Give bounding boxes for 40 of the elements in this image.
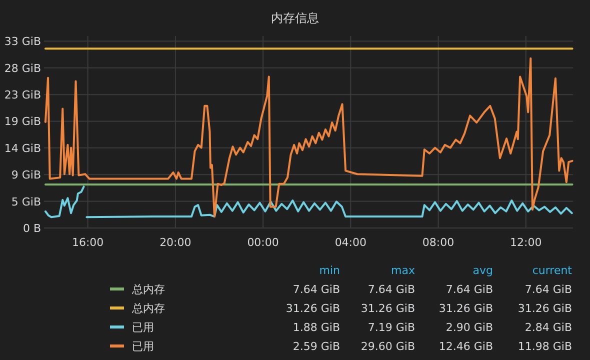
y-tick-label: 9 GiB — [11, 168, 41, 182]
text: 1.88 GiB — [292, 321, 340, 334]
y-tick-label: 14 GiB — [4, 142, 41, 155]
y-tick-label: 33 GiB — [4, 35, 41, 48]
legend-label: 总内存 — [131, 283, 165, 296]
text: 31.26 GiB — [286, 302, 340, 315]
legend-label: 已用 — [132, 321, 154, 334]
text: 31.26 GiB — [518, 302, 572, 315]
text: 7.19 GiB — [368, 321, 415, 334]
line-series — [44, 57, 574, 218]
text: 2.84 GiB — [524, 321, 572, 334]
y-tick-label: 23 GiB — [4, 88, 41, 102]
x-tick-label: 20:00 — [160, 236, 192, 249]
text: 31.26 GiB — [360, 302, 415, 315]
text: 11.98 GiB — [518, 340, 572, 353]
chart-title: 内存信息 — [271, 11, 319, 25]
text: 2.59 GiB — [292, 340, 340, 353]
text: 2.90 GiB — [446, 321, 493, 334]
text: 29.60 GiB — [360, 340, 415, 353]
text: 7.64 GiB — [292, 283, 340, 296]
x-tick-label: 16:00 — [72, 236, 104, 249]
text: 12.46 GiB — [438, 340, 493, 353]
x-tick-label: 08:00 — [422, 236, 454, 249]
text: min — [319, 264, 340, 277]
text: 7.64 GiB — [446, 283, 493, 296]
x-tick-label: 00:00 — [247, 236, 279, 249]
text: 31.26 GiB — [438, 302, 493, 315]
y-tick-label: 19 GiB — [4, 115, 41, 128]
text: max — [391, 264, 416, 277]
legend-label: 总内存 — [131, 302, 165, 315]
x-tick-label: 12:00 — [510, 236, 542, 249]
text: avg — [472, 264, 493, 277]
x-tick-label: 04:00 — [334, 236, 367, 249]
text: 7.64 GiB — [368, 283, 415, 296]
y-tick-label: 28 GiB — [4, 62, 41, 75]
y-tick-label: 0 B — [22, 222, 41, 235]
text: current — [532, 264, 573, 277]
text: 7.64 GiB — [524, 283, 572, 296]
legend-label: 已用 — [132, 340, 154, 353]
y-tick-label: 5 GiB — [11, 195, 41, 208]
